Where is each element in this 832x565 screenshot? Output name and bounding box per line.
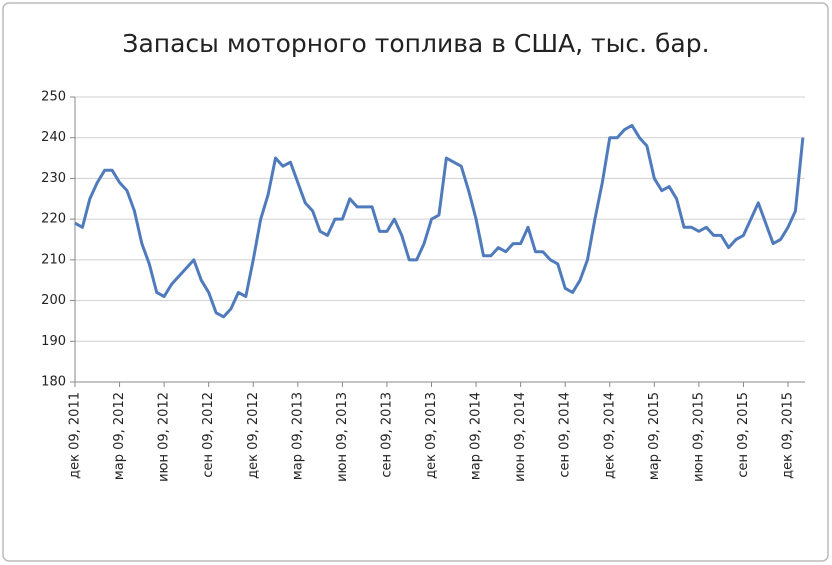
x-tick-label: июн 09, 2012 xyxy=(157,392,172,482)
y-tick-label: 200 xyxy=(41,293,66,308)
y-tick-label: 240 xyxy=(41,130,66,145)
x-tick-label: сен 09, 2013 xyxy=(379,392,394,478)
x-tick-label: июн 09, 2014 xyxy=(513,392,528,482)
x-tick-label: дек 09, 2012 xyxy=(246,392,261,479)
x-tick-label: дек 09, 2011 xyxy=(68,392,83,479)
x-tick-label: дек 09, 2014 xyxy=(602,392,617,479)
x-tick-label: мар 09, 2015 xyxy=(647,392,662,480)
y-tick-label: 190 xyxy=(41,334,66,349)
x-tick-label: июн 09, 2015 xyxy=(691,392,706,482)
x-tick-label: мар 09, 2013 xyxy=(290,392,305,480)
data-line xyxy=(74,124,805,319)
x-tick-label: июн 09, 2013 xyxy=(335,392,350,482)
y-tick-label: 180 xyxy=(41,375,66,390)
y-tick-label: 210 xyxy=(41,252,66,267)
chart-title: Запасы моторного топлива в США, тыс. бар… xyxy=(122,29,709,58)
x-tick-label: сен 09, 2015 xyxy=(736,392,751,478)
x-tick-label: мар 09, 2012 xyxy=(112,392,127,480)
x-tick-label: дек 09, 2013 xyxy=(424,392,439,479)
x-tick-label: сен 09, 2014 xyxy=(558,392,573,478)
y-tick-label: 250 xyxy=(41,90,66,105)
x-tick-label: дек 09, 2015 xyxy=(781,392,796,479)
x-tick-label: сен 09, 2012 xyxy=(201,392,216,478)
y-tick-label: 220 xyxy=(41,212,66,227)
y-tick-label: 230 xyxy=(41,171,66,186)
x-tick-label: мар 09, 2014 xyxy=(469,392,484,480)
